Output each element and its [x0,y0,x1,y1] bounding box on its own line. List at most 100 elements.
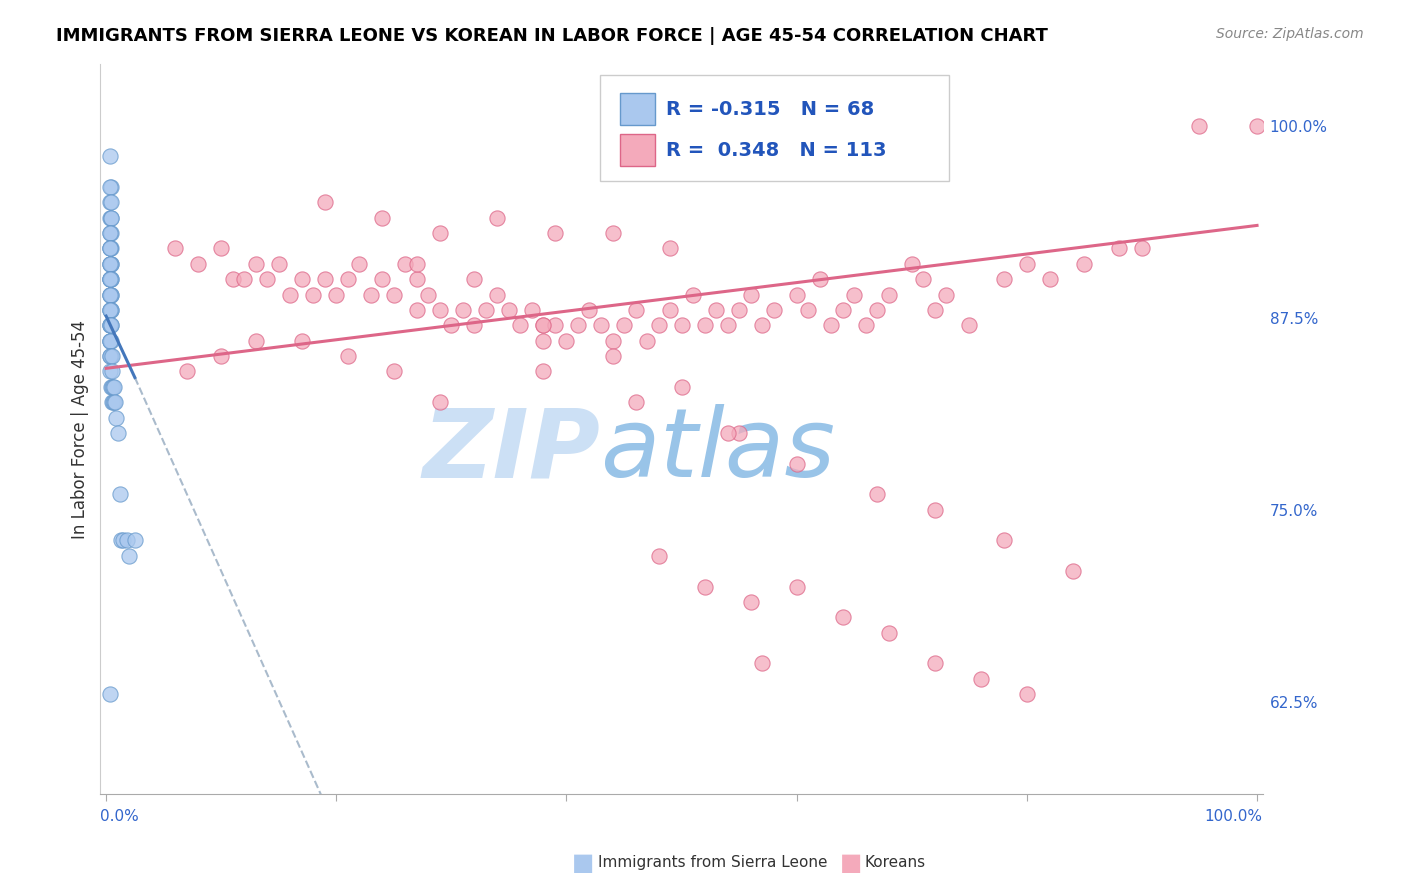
Point [624,395,647,409]
Point [222,272,245,286]
Point [786,287,808,301]
Point [118,549,141,563]
Point [728,425,751,440]
Point [98,302,121,317]
Point [924,502,946,516]
Point [245,257,267,271]
Point [429,302,451,317]
Point [100,287,122,301]
Bar [620,94,655,126]
Point [717,318,740,333]
Point [624,302,647,317]
Point [100,302,122,317]
Point [717,425,740,440]
Point [912,272,935,286]
Point [866,487,889,501]
Point [762,302,785,317]
Point [98,318,121,333]
Point [98,272,121,286]
Point [100,318,122,333]
Point [100,334,122,348]
Point [1062,564,1084,578]
Point [647,549,669,563]
Point [103,380,125,394]
Point [498,302,520,317]
FancyBboxPatch shape [600,75,949,181]
Point [245,334,267,348]
Point [877,287,900,301]
Point [486,287,509,301]
Point [349,257,371,271]
Point [578,302,600,317]
Point [900,257,922,271]
Point [101,364,124,378]
Point [98,272,121,286]
Point [429,395,451,409]
Point [98,257,121,271]
Text: ■: ■ [839,851,862,874]
Point [671,380,693,394]
Point [100,272,122,286]
Point [98,302,121,317]
Point [935,287,957,301]
Point [100,380,122,394]
Point [636,334,658,348]
Point [993,272,1015,286]
Point [98,226,121,240]
Point [267,257,290,271]
Point [1015,257,1038,271]
Point [98,272,121,286]
Point [100,226,122,240]
Point [602,226,624,240]
Point [98,226,121,240]
Point [533,334,555,348]
Point [418,287,440,301]
Point [112,533,135,548]
Text: IMMIGRANTS FROM SIERRA LEONE VS KOREAN IN LABOR FORCE | AGE 45-54 CORRELATION CH: IMMIGRANTS FROM SIERRA LEONE VS KOREAN I… [56,27,1047,45]
Point [855,318,877,333]
Point [1188,119,1211,133]
Point [336,272,359,286]
Point [520,302,543,317]
Point [98,180,121,194]
Point [100,272,122,286]
Point [98,334,121,348]
Point [233,272,256,286]
Point [509,318,531,333]
Text: ZIP: ZIP [422,404,600,498]
Point [124,533,146,548]
Point [165,242,187,256]
Point [291,272,314,286]
Point [924,657,946,671]
Point [786,580,808,594]
Point [314,272,336,286]
Point [751,657,773,671]
Point [256,272,278,286]
Point [98,257,121,271]
Point [291,334,314,348]
Point [589,318,612,333]
Point [844,287,866,301]
Point [693,318,716,333]
Point [567,318,589,333]
Point [659,302,682,317]
Point [602,349,624,363]
Text: Immigrants from Sierra Leone: Immigrants from Sierra Leone [598,855,827,870]
Point [98,287,121,301]
Point [682,287,704,301]
Text: 100.0%: 100.0% [1205,809,1263,824]
Point [98,287,121,301]
Point [533,318,555,333]
Point [98,242,121,256]
Point [98,287,121,301]
Point [98,242,121,256]
Point [1130,242,1153,256]
Point [100,302,122,317]
Point [371,211,394,225]
Point [104,395,127,409]
Point [786,457,808,471]
Point [98,364,121,378]
Point [108,487,131,501]
Point [440,318,463,333]
Point [100,211,122,225]
